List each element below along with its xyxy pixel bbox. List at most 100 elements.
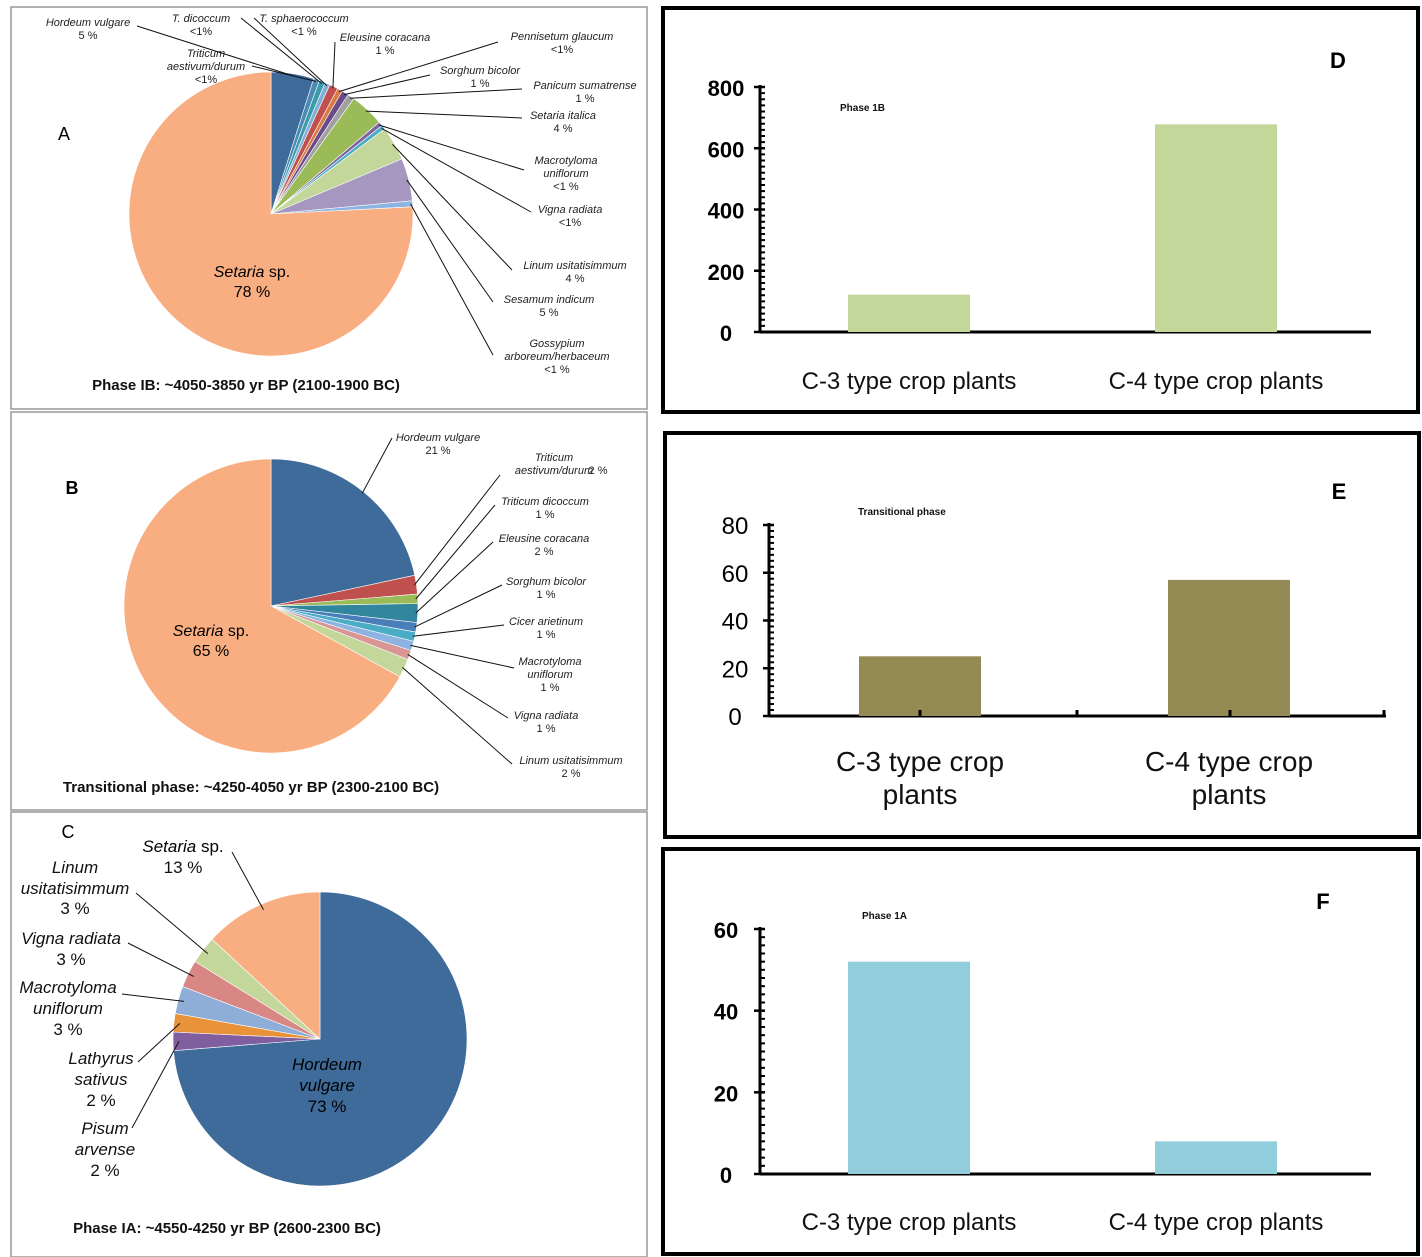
- leader-line-b-2: [415, 504, 496, 600]
- svg-text:Eleusine coracana: Eleusine coracana: [340, 32, 431, 44]
- y-tick-label-e-3: 60: [722, 561, 749, 588]
- pie-label-b-main-pct: 65 %: [193, 643, 229, 660]
- pie-slice-a-14: [128, 71, 414, 357]
- caption-c: Phase IA: ~4550-4250 yr BP (2600-2300 BC…: [73, 1220, 381, 1237]
- svg-text:1 %: 1 %: [576, 93, 595, 105]
- leader-line-a-3: [253, 17, 328, 86]
- svg-text:1 %: 1 %: [471, 78, 490, 90]
- svg-text:3 %: 3 %: [60, 899, 89, 918]
- y-tick-label-f-2: 40: [714, 1000, 738, 1025]
- leader-line-b-8: [402, 667, 513, 765]
- x-tick-label-d-0: C-3 type crop plants: [802, 368, 1017, 395]
- y-tick-label-f-1: 20: [714, 1081, 738, 1106]
- y-tick-label-f-3: 60: [714, 918, 738, 943]
- panel-letter-b: B: [66, 478, 79, 498]
- y-tick-label-e-1: 20: [722, 656, 749, 683]
- bar-f-1: [1155, 1141, 1277, 1174]
- svg-text:1 %: 1 %: [537, 589, 556, 601]
- y-tick-label-e-2: 40: [722, 609, 749, 636]
- leader-line-b-4: [414, 584, 503, 628]
- svg-text:aestivum/durum: aestivum/durum: [167, 61, 245, 73]
- x-tick-label-f-0: C-3 type crop plants: [802, 1209, 1017, 1236]
- leader-line-b-0: [361, 437, 393, 494]
- pie-label-b-main-name: Setaria sp.: [173, 623, 250, 640]
- pie-label-c-2: Lathyrus sativus 2 %: [68, 1049, 134, 1110]
- leader-line-c-5: [135, 892, 209, 954]
- svg-text:Hordeum vulgare: Hordeum vulgare: [396, 432, 480, 444]
- x-tick-label-e-1-l1: C-4 type crop: [1145, 746, 1313, 777]
- pie-label-b-main: Setaria sp. 65 %: [173, 623, 250, 660]
- pie-label-c-main-genus-2: vulgare: [299, 1076, 355, 1095]
- chart-title-f: Phase 1A: [862, 911, 907, 922]
- caption-a: Phase IB: ~4050-3850 yr BP (2100-1900 BC…: [92, 377, 400, 394]
- bar-chart-f: 0 20 40 60 C-3 type crop plants C-4 type crop…: [714, 889, 1371, 1236]
- svg-text:5 %: 5 %: [540, 307, 559, 319]
- svg-text:Lathyrus: Lathyrus: [68, 1049, 134, 1068]
- leader-line-a-7: [349, 88, 523, 99]
- svg-text:uniflorum: uniflorum: [33, 999, 103, 1018]
- svg-text:Sorghum bicolor: Sorghum bicolor: [440, 65, 521, 77]
- pie-label-a-main-pct: 78 %: [234, 284, 270, 301]
- svg-text:uniflorum: uniflorum: [543, 168, 588, 180]
- leader-line-a-1: [251, 65, 317, 82]
- svg-text:1 %: 1 %: [536, 509, 555, 521]
- x-tick-label-e-0-l2: plants: [883, 779, 958, 810]
- leader-line-c-2: [137, 1023, 181, 1063]
- y-tick-label-d-1: 200: [708, 260, 745, 285]
- svg-text:<1%: <1%: [195, 74, 218, 86]
- svg-text:aestivum/durum: aestivum/durum: [515, 465, 593, 477]
- svg-text:T. sphaerococcum: T. sphaerococcum: [259, 13, 348, 25]
- leader-line-a-5: [338, 41, 499, 93]
- y-tick-label-d-3: 600: [708, 137, 745, 162]
- leader-line-c-1: [131, 1040, 180, 1129]
- y-tick-label-d-2: 400: [708, 199, 745, 224]
- svg-text:<1 %: <1 %: [291, 26, 317, 38]
- svg-text:4 %: 4 %: [566, 273, 585, 285]
- svg-text:<1 %: <1 %: [553, 181, 579, 193]
- y-tick-label-e-0: 0: [728, 704, 741, 731]
- chart-title-e: Transitional phase: [858, 507, 946, 518]
- svg-text:Triticum: Triticum: [187, 48, 225, 60]
- svg-text:Linum usitatisimmum: Linum usitatisimmum: [523, 260, 626, 272]
- svg-text:13 %: 13 %: [164, 858, 203, 877]
- svg-text:21 %: 21 %: [425, 445, 450, 457]
- bar-d-0: [848, 294, 970, 332]
- pie-label-c-main-genus-1: Hordeum: [292, 1055, 362, 1074]
- panel-frame-a: [10, 6, 648, 410]
- leader-line-a-2: [240, 17, 322, 84]
- svg-text:Macrotyloma: Macrotyloma: [535, 155, 598, 167]
- leader-line-a-13: [410, 203, 494, 356]
- svg-text:Sorghum bicolor: Sorghum bicolor: [506, 576, 587, 588]
- leader-line-a-12: [406, 179, 494, 303]
- svg-text:2 %: 2 %: [589, 465, 608, 477]
- leader-line-b-7: [407, 653, 509, 719]
- svg-text:uniflorum: uniflorum: [527, 669, 572, 681]
- svg-text:sativus: sativus: [75, 1070, 128, 1089]
- svg-text:Pisum: Pisum: [81, 1119, 128, 1138]
- bar-chart-d: 0 200 400 600 800 C-3 type crop plants C-4 typ…: [708, 48, 1371, 395]
- x-tick-label-e-0-l1: C-3 type crop: [836, 746, 1004, 777]
- y-tick-label-d-0: 0: [720, 321, 732, 346]
- leader-line-a-11: [392, 144, 513, 271]
- svg-text:2 %: 2 %: [86, 1091, 115, 1110]
- svg-text:Macrotyloma: Macrotyloma: [19, 978, 116, 997]
- svg-text:Linum usitatisimmum: Linum usitatisimmum: [519, 755, 622, 767]
- x-tick-label-e-1-l2: plants: [1192, 779, 1267, 810]
- panel-frame-f: [661, 847, 1420, 1256]
- pie-label-c-3: Macrotyloma uniflorum 3 %: [19, 978, 116, 1039]
- svg-text:arvense: arvense: [75, 1140, 135, 1159]
- svg-text:Eleusine coracana: Eleusine coracana: [499, 533, 590, 545]
